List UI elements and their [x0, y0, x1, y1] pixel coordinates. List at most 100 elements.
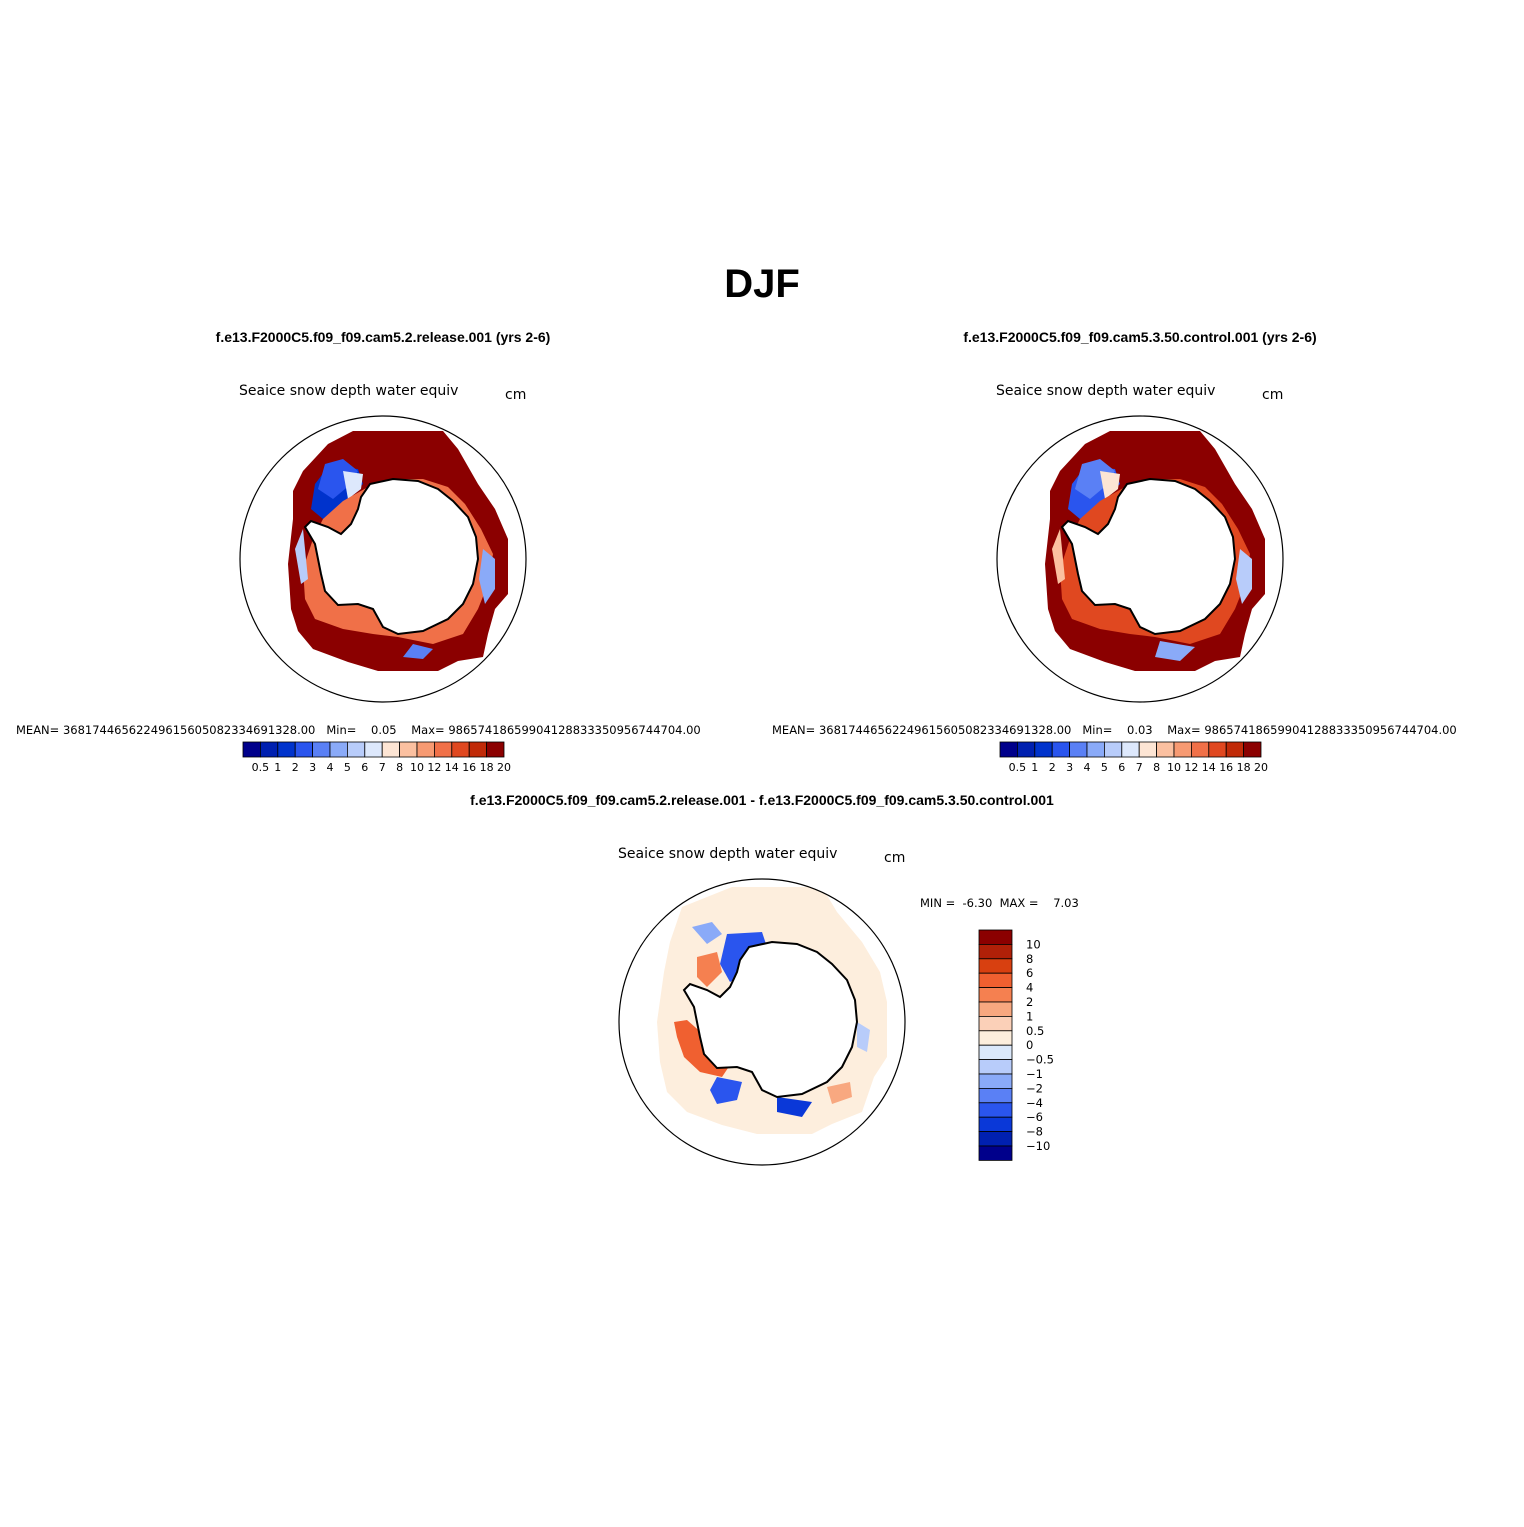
panel1-colorbar-swatch	[347, 741, 366, 758]
diff-colorbar-swatch	[978, 1016, 1013, 1032]
panel2-colorbar-swatch	[1208, 741, 1227, 758]
panel2-colorbar-swatch	[1051, 741, 1071, 758]
panel2-map-boundary	[996, 415, 1284, 703]
diff-map	[618, 878, 906, 1166]
diff-colorbar-swatch	[978, 1102, 1013, 1118]
panel2-colorbar-tick-label: 3	[1066, 761, 1073, 774]
panel2-colorbar-tick-label: 2	[1049, 761, 1056, 774]
panel1-colorbar-tick-label: 0.5	[252, 761, 270, 774]
panel1-colorbar-swatch	[468, 741, 487, 758]
diff-colorbar-swatch	[978, 1044, 1013, 1060]
diff-variable-title: Seaice snow depth water equiv	[618, 846, 838, 862]
panel2-colorbar-tick-label: 8	[1153, 761, 1160, 774]
panel2-colorbar-tick-label: 6	[1118, 761, 1125, 774]
panel2-variable-title: Seaice snow depth water equiv	[996, 383, 1216, 399]
diff-colorbar-swatch	[978, 987, 1013, 1003]
diff-colorbar-swatch	[978, 1131, 1013, 1147]
diff-minmax: MIN = -6.30 MAX = 7.03	[920, 896, 1079, 910]
panel2-units: cm	[1262, 387, 1284, 403]
panel1-colorbar-swatch	[277, 741, 296, 758]
diff-colorbar-swatch	[978, 1116, 1013, 1132]
panel1-units: cm	[505, 387, 527, 403]
panel1-colorbar-swatch	[381, 741, 400, 758]
diff-colorbar-swatch	[978, 1073, 1013, 1089]
panel2-colorbar-swatch	[1086, 741, 1105, 758]
panel1-colorbar-tick-label: 20	[497, 761, 511, 774]
panel2-antarctica-landmass	[1060, 477, 1237, 636]
panel2-colorbar-tick-label: 10	[1167, 761, 1181, 774]
panel2-map	[996, 415, 1284, 703]
panel1-colorbar-swatch	[486, 741, 505, 758]
panel1-antarctica-landmass	[303, 477, 480, 636]
diff-units: cm	[884, 850, 906, 866]
panel2-colorbar-tick-label: 4	[1084, 761, 1091, 774]
panel1-variable-title: Seaice snow depth water equiv	[239, 383, 459, 399]
diff-colorbar-tick-label: −4	[1026, 1096, 1043, 1110]
panel1-colorbar-swatch	[294, 741, 314, 758]
diff-colorbar-swatch	[978, 1087, 1013, 1104]
panel2-colorbar-swatch	[1243, 741, 1262, 758]
panel2-colorbar-swatch	[1069, 741, 1088, 758]
diff-colorbar-tick-label: −2	[1026, 1081, 1043, 1095]
panel2-colorbar-swatch	[1121, 741, 1140, 758]
panel1-colorbar-tick-label: 16	[462, 761, 476, 774]
panel1-colorbar-swatch	[242, 741, 261, 758]
panel2-colorbar-tick-label: 1	[1031, 761, 1038, 774]
diff-colorbar-swatch	[978, 1059, 1013, 1075]
panel1-colorbar-swatch	[259, 741, 279, 758]
panel1-colorbar-tick-label: 1	[274, 761, 281, 774]
diff-colorbar-tick-label: 10	[1026, 937, 1041, 951]
panel2-colorbar-swatch	[999, 741, 1018, 758]
panel1-colorbar-tick-label: 4	[327, 761, 334, 774]
panel1-colorbar-tick-label: 14	[445, 761, 459, 774]
diff-colorbar-swatch	[978, 958, 1013, 974]
panel2-colorbar-tick-label: 0.5	[1009, 761, 1027, 774]
panel1-colorbar-swatch	[399, 741, 418, 758]
figure-title: DJF	[724, 262, 800, 306]
panel1-colorbar-tick-label: 2	[292, 761, 299, 774]
diff-colorbar-tick-label: 1	[1026, 1009, 1033, 1023]
diff-colorbar-swatch	[978, 1145, 1013, 1161]
panel2-colorbar-swatch	[1173, 741, 1192, 758]
panel1-colorbar-tick-label: 6	[361, 761, 368, 774]
panel1-map	[239, 415, 527, 703]
panel1-colorbar-tick-label: 10	[410, 761, 424, 774]
diff-case-title: f.e13.F2000C5.f09_f09.cam5.2.release.001…	[470, 792, 1054, 808]
panel1-colorbar-swatch	[433, 741, 453, 758]
panel1-colorbar-swatch	[312, 741, 331, 758]
diff-colorbar-swatch	[978, 972, 1013, 989]
panel2-colorbar-swatch	[1138, 741, 1157, 758]
diff-map-boundary	[618, 878, 906, 1166]
panel1-colorbar-tick-label: 18	[480, 761, 494, 774]
diff-colorbar-swatch	[978, 929, 1013, 945]
panel2-colorbar-tick-label: 5	[1101, 761, 1108, 774]
diff-colorbar-swatch	[978, 1030, 1013, 1046]
diff-colorbar-tick-label: 8	[1026, 952, 1033, 966]
panel2-colorbar-tick-label: 12	[1184, 761, 1198, 774]
panel2-colorbar-tick-label: 20	[1254, 761, 1268, 774]
panel1-colorbar-swatch	[451, 741, 470, 758]
diff-antarctica-landmass	[682, 940, 859, 1099]
panel2-colorbar: 0.5 1 2 3 4 5 6 7 8 10 12 14 16 18 20	[999, 741, 1268, 774]
diff-colorbar-tick-label: 0	[1026, 1038, 1033, 1052]
diff-colorbar-tick-label: −10	[1026, 1139, 1050, 1153]
panel2-colorbar-tick-label: 14	[1202, 761, 1216, 774]
panel2-colorbar-tick-label: 7	[1136, 761, 1143, 774]
panel2-colorbar-swatch	[1190, 741, 1210, 758]
panel1-colorbar: 0.5 1 2 3 4 5 6 7 8 10 12 14 16 18 20	[242, 741, 511, 774]
diff-colorbar-swatch	[978, 1001, 1013, 1017]
panel2-colorbar-swatch	[1225, 741, 1244, 758]
panel1-colorbar-swatch	[329, 741, 348, 758]
diff-colorbar-tick-label: 4	[1026, 981, 1033, 995]
diff-colorbar-tick-label: 2	[1026, 995, 1033, 1009]
panel2-stats: MEAN= 36817446562249615605082334691328.0…	[772, 723, 1457, 737]
diff-colorbar-tick-label: −1	[1026, 1067, 1043, 1081]
panel1-colorbar-tick-label: 5	[344, 761, 351, 774]
diff-colorbar-tick-label: 6	[1026, 966, 1033, 980]
panel2-colorbar-tick-label: 18	[1237, 761, 1251, 774]
diff-colorbar-tick-label: −0.5	[1026, 1053, 1054, 1067]
panel2-colorbar-tick-label: 16	[1219, 761, 1233, 774]
diff-colorbar-tick-label: −6	[1026, 1110, 1043, 1124]
panel2-colorbar-swatch	[1016, 741, 1036, 758]
